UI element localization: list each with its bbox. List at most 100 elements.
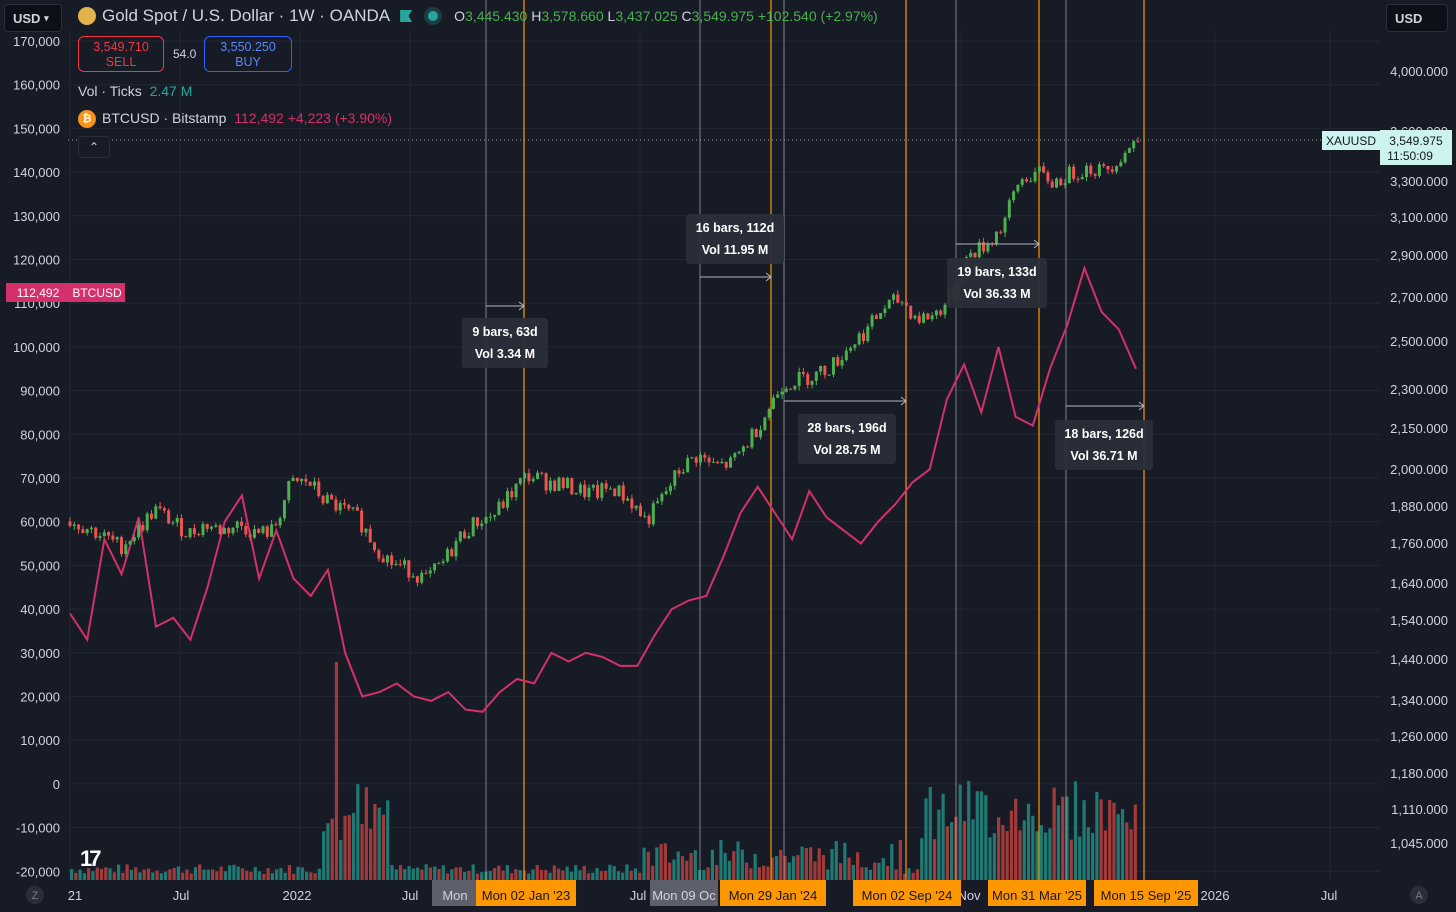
candle-body	[566, 478, 570, 488]
xauusd-symbol-label: XAUUSD	[1326, 134, 1376, 148]
candle-body	[484, 517, 488, 524]
candle-body	[244, 525, 248, 535]
right-axis-tick: 1,760.000	[1390, 536, 1448, 551]
candle-body	[904, 302, 908, 306]
candle-body	[514, 483, 518, 498]
xauusd-price-value: 3,549.975	[1389, 134, 1443, 148]
volume-bar	[492, 868, 497, 880]
right-currency-select[interactable]: USD	[1386, 4, 1448, 32]
volume-bar	[885, 865, 890, 880]
measure-box	[1055, 420, 1153, 470]
candle-body	[154, 506, 158, 519]
right-axis-tick: 1,045.000	[1390, 836, 1448, 851]
candle-body	[428, 570, 432, 574]
volume-bar	[539, 869, 544, 880]
candle-body	[673, 470, 677, 486]
candle-body	[505, 491, 509, 508]
left-axis-tick: 100,000	[13, 340, 60, 355]
candle-body	[162, 508, 166, 511]
xauusd-price-tag	[1380, 130, 1452, 165]
candle-body	[282, 500, 286, 519]
volume-bar	[920, 838, 924, 880]
buy-label: BUY	[235, 55, 261, 69]
market-status-icon[interactable]	[428, 11, 439, 21]
btc-legend-value: 112,492	[234, 110, 284, 126]
time-axis[interactable]: 21 Jul 2022 Jul Jul Nov 2026 Jul Mon Mon 02 Jan '…	[0, 880, 1456, 912]
ohlc-values: O3,445.430 H3,578.660 L3,437.025 C3,549.…	[454, 8, 878, 24]
left-axis-tick: -20,000	[16, 864, 60, 879]
volume-bar	[625, 864, 629, 880]
sell-button[interactable]: 3,549.710 SELL	[78, 36, 164, 72]
candle-body	[668, 485, 672, 492]
volume-bar	[330, 818, 334, 880]
candle-body	[870, 315, 874, 327]
candle-body	[750, 429, 754, 448]
volume-bar	[501, 870, 505, 880]
volume-bar	[629, 870, 633, 880]
left-axis[interactable]: 170,000 160,000 150,000 140,000 130,000 120,0…	[6, 34, 125, 879]
volume-bar	[1095, 791, 1099, 880]
grid	[68, 30, 1380, 880]
volume-bar	[984, 795, 988, 880]
measure-arrowhead	[765, 272, 772, 282]
btc-legend[interactable]: ₿ BTCUSD · Bitstamp 112,492 +4,223 (+3.90…	[78, 110, 392, 129]
candle-body	[823, 365, 827, 375]
volume-bar	[565, 866, 569, 880]
right-axis[interactable]: 4,000.0003,600.0003,300.0003,100.0002,90…	[1322, 64, 1452, 851]
candle-body	[334, 499, 338, 511]
volume-bar	[1065, 796, 1069, 880]
volume-bar	[245, 870, 249, 880]
measure-arrowhead	[1033, 239, 1040, 249]
volume-bar	[633, 868, 638, 880]
volume-legend[interactable]: Vol · Ticks 2.47 M	[78, 83, 192, 99]
volume-bar	[287, 865, 292, 880]
symbol-title[interactable]: Gold Spot / U.S. Dollar · 1W · OANDA	[102, 6, 391, 25]
zoom-icon-glyph: Z	[32, 890, 39, 902]
candle-body	[909, 305, 913, 319]
volume-bar	[296, 866, 300, 880]
volume-bar	[715, 864, 719, 880]
volume-bar	[1056, 805, 1061, 880]
right-axis-tick: 2,500.000	[1390, 334, 1448, 349]
volume-bar	[770, 857, 774, 880]
flag-icon[interactable]	[400, 10, 413, 22]
candle-body	[308, 481, 312, 486]
candle-body	[317, 481, 321, 496]
measure-bars: 9 bars, 63d	[472, 325, 537, 339]
candle-body	[613, 488, 617, 497]
candle-body	[188, 528, 192, 538]
left-currency-select[interactable]: USD ▾	[4, 4, 62, 32]
buy-button[interactable]: 3,550.250 BUY	[204, 36, 292, 72]
volume-bar	[689, 852, 693, 880]
volume-bar	[727, 860, 732, 880]
volume-bar	[78, 869, 82, 880]
collapse-legend-button[interactable]: ⌃	[78, 136, 110, 158]
candle-body	[295, 477, 299, 482]
time-axis-tick: Nov	[957, 888, 981, 903]
right-axis-tick: 2,000.000	[1390, 462, 1448, 477]
measurements[interactable]: 9 bars, 63d Vol 3.34 M 16 bars, 112d Vol 11…	[462, 214, 1153, 470]
candle-body	[437, 562, 441, 564]
candle-body	[1119, 162, 1123, 167]
volume-bar	[510, 873, 514, 880]
volume-bar	[215, 871, 219, 880]
candle-body	[411, 576, 415, 578]
date-marker	[476, 880, 576, 906]
volume-bar	[70, 869, 74, 880]
candle-body	[587, 487, 591, 498]
volume-bar	[155, 870, 159, 880]
volume-bar	[159, 873, 163, 880]
volume-bar	[505, 865, 509, 880]
volume-bar	[796, 855, 800, 880]
volume-bar	[663, 843, 668, 880]
volume-bar	[450, 869, 454, 880]
volume-bar	[403, 869, 407, 880]
volume-bar	[283, 872, 287, 880]
candle-body	[780, 391, 784, 395]
volume-bar	[377, 807, 381, 880]
volume-bar	[266, 868, 270, 880]
candle-body	[175, 517, 179, 523]
volume-bar	[185, 869, 189, 880]
volume-bar	[1009, 810, 1014, 880]
